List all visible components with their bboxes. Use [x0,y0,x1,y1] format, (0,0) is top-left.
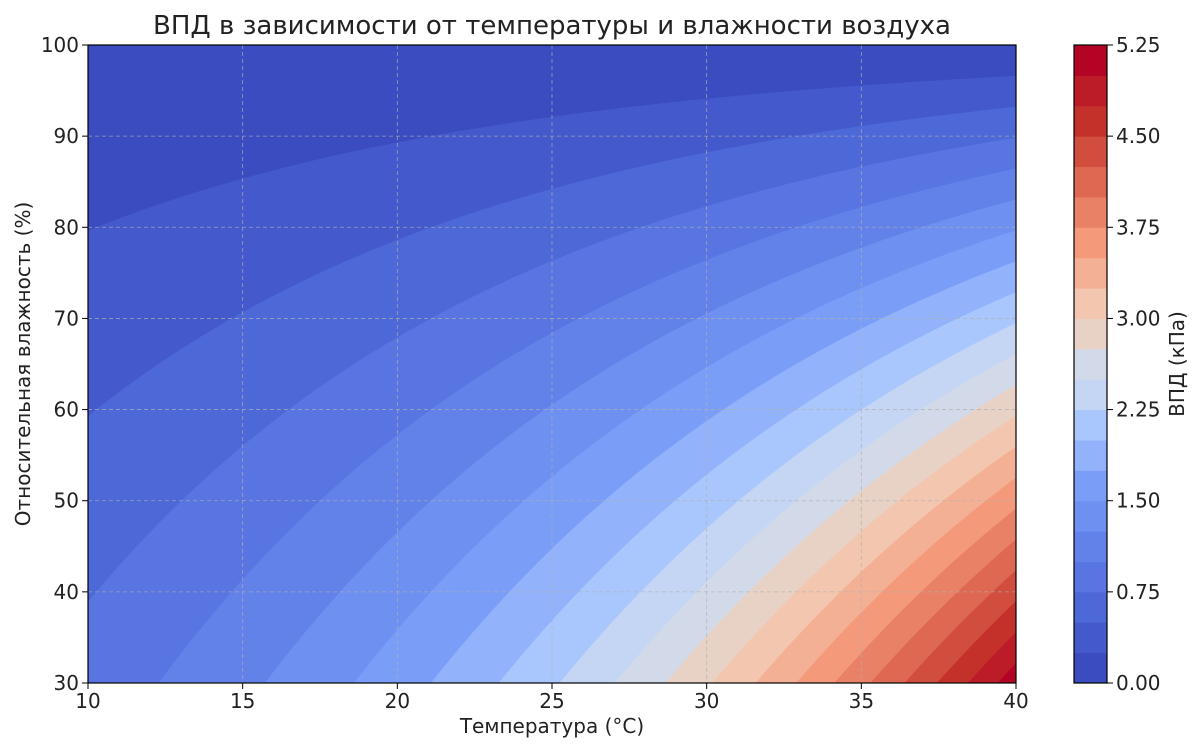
y-tick-label: 70 [54,306,79,330]
colorbar-tick-label: 3.00 [1116,306,1161,330]
colorbar-tick-label: 0.00 [1116,671,1161,695]
colorbar-segment [1074,75,1107,107]
colorbar-segment [1074,348,1107,380]
colorbar-segment [1074,257,1107,289]
x-axis-label: Температура (°C) [459,714,644,738]
colorbar [1074,45,1107,684]
x-axis-ticks: 10 15 20 25 30 35 40 [75,683,1029,713]
colorbar-segment [1074,652,1107,684]
colorbar-segment [1074,470,1107,502]
colorbar-tick-label: 5.25 [1116,33,1161,57]
colorbar-segment [1074,561,1107,593]
x-tick-label: 40 [1003,689,1028,713]
y-tick-label: 90 [54,124,79,148]
y-tick-label: 100 [41,33,79,57]
y-tick-label: 80 [54,215,79,239]
y-tick-label: 40 [54,580,79,604]
colorbar-tick-label: 0.75 [1116,580,1161,604]
colorbar-segment [1074,166,1107,198]
colorbar-segment [1074,439,1107,471]
colorbar-segment [1074,591,1107,623]
x-tick-label: 20 [385,689,410,713]
colorbar-segment [1074,500,1107,532]
colorbar-segment [1074,379,1107,411]
colorbar-segment [1074,531,1107,562]
colorbar-segment [1074,622,1107,654]
colorbar-segment [1074,227,1107,259]
x-tick-label: 30 [694,689,719,713]
y-axis-ticks: 30 40 50 60 70 80 90 100 [41,33,88,695]
colorbar-tick-label: 1.50 [1116,489,1161,513]
colorbar-segment [1074,318,1107,350]
colorbar-tick-label: 4.50 [1116,124,1161,148]
colorbar-segment [1074,409,1107,441]
contour-band-19 [967,631,1016,683]
contour-fill [88,45,1016,683]
colorbar-segment [1074,45,1107,76]
colorbar-segment [1074,136,1107,168]
contour-band-20 [997,662,1016,683]
x-tick-label: 25 [539,689,564,713]
colorbar-label: ВПД (кПа) [1165,311,1189,417]
x-tick-label: 10 [75,689,100,713]
colorbar-tick-label: 2.25 [1116,398,1161,422]
y-tick-label: 30 [54,671,79,695]
colorbar-frame [1073,44,1108,684]
x-tick-label: 15 [230,689,255,713]
colorbar-ticks: 0.00 0.75 1.50 2.25 3.00 3.75 4.50 5.25 [1107,33,1161,695]
colorbar-segment [1074,196,1107,228]
y-tick-label: 60 [54,398,79,422]
y-tick-label: 50 [54,489,79,513]
colorbar-tick-label: 3.75 [1116,215,1161,239]
grid-lines [88,45,1016,683]
chart-title: ВПД в зависимости от температуры и влажн… [153,11,951,41]
y-axis-label: Относительная влажность (%) [11,202,35,527]
x-tick-label: 35 [849,689,874,713]
colorbar-segment [1074,105,1107,137]
colorbar-segment [1074,288,1107,319]
